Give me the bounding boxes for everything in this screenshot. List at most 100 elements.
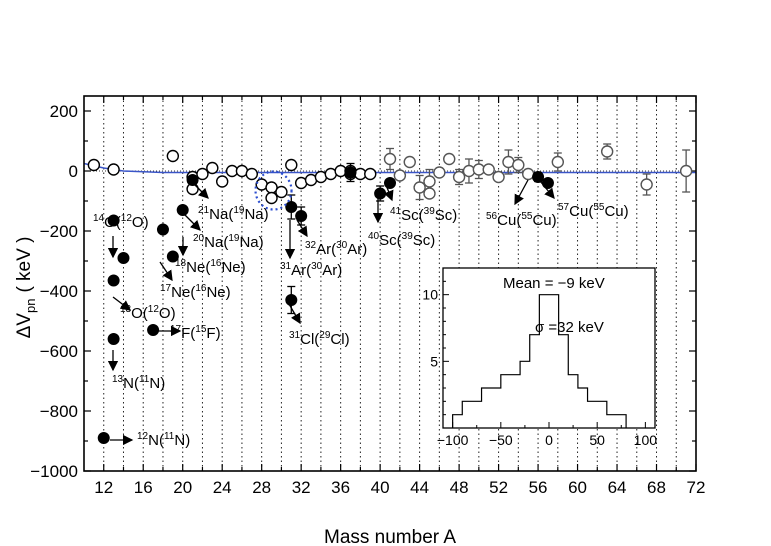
x-tick-label-72: 72: [687, 478, 706, 497]
data-point-filled: [285, 201, 298, 213]
data-point-filled: [97, 432, 110, 444]
data-point-filled: [166, 250, 179, 263]
histogram-bars: [452, 294, 627, 428]
data-point-open: [107, 163, 120, 176]
annotation-arrow: [514, 179, 529, 206]
annotation-label: 12N(11N): [137, 431, 190, 449]
data-point-filled: [176, 204, 189, 216]
y-tick-label--800: −800: [40, 402, 78, 421]
data-point-filled: [107, 214, 120, 227]
data-point-open-grey: [679, 164, 693, 178]
data-point-open-grey: [521, 167, 535, 181]
annotation-label: 56Cu(55Cu): [486, 211, 557, 229]
annotation-label: 32Ar(30Ar): [305, 240, 367, 258]
x-axis-title: Mass number A: [324, 527, 456, 546]
data-point-filled: [532, 171, 545, 183]
annotation-arrow: [288, 303, 301, 325]
data-point-open: [275, 185, 288, 199]
y-tick-label--600: −600: [40, 342, 78, 361]
data-point-filled: [344, 166, 357, 179]
annotation-arrow: [182, 212, 201, 231]
annotation-label: 17Ne(16Ne): [160, 283, 231, 301]
data-point-open-grey: [383, 152, 397, 166]
data-point-open-grey: [423, 187, 436, 200]
x-tick-label-28: 28: [252, 478, 271, 497]
data-point-open: [285, 158, 298, 172]
x-tick-label-52: 52: [489, 478, 508, 497]
y-tick-label--400: −400: [40, 282, 78, 301]
annotation-arrow: [296, 219, 308, 238]
data-point-open: [215, 175, 229, 188]
data-point-open-grey: [452, 170, 466, 184]
plot-frame: [83, 95, 697, 472]
data-point-filled: [285, 294, 298, 306]
x-tick-label-12: 12: [94, 478, 113, 497]
x-tick-label-20: 20: [173, 478, 192, 497]
data-point-open-grey: [492, 170, 505, 184]
data-point-open: [265, 191, 278, 205]
annotation-label: 31Cl(29Cl): [289, 330, 350, 348]
annotation-arrow: [539, 180, 555, 200]
data-point-filled: [107, 274, 120, 287]
data-point-filled: [384, 177, 396, 189]
annotation-arrow: [189, 179, 209, 199]
data-point-open-grey: [423, 175, 436, 188]
y-axis-title: ΔVpn( keV ): [14, 237, 38, 339]
y-tick-label--1000: −1000: [30, 462, 78, 481]
data-point-open-grey: [413, 181, 426, 194]
annotation-label: 13O(12O): [120, 304, 176, 322]
inset-y-tick-label: 10: [422, 287, 438, 303]
data-point-filled: [295, 210, 308, 222]
data-point-filled: [374, 187, 387, 200]
x-tick-label-44: 44: [410, 478, 429, 497]
x-tick-label-24: 24: [213, 478, 232, 497]
annotation-arrow: [383, 184, 394, 202]
inset-y-tick-label: 5: [430, 353, 438, 369]
inset-histogram: −100 −50 0 50 100 5 10 Mean = −9 keV σ =32 keV: [422, 267, 658, 448]
annotation-label: 17F(15F): [170, 324, 221, 342]
data-point-open-grey: [640, 178, 653, 191]
x-tick-label-32: 32: [292, 478, 311, 497]
data-point-open: [87, 158, 101, 172]
annotation-label: 20Na(19Na): [193, 233, 264, 251]
annotation-label: 41Sc(39Sc): [390, 206, 457, 224]
annotation-arrow: [159, 261, 173, 282]
inset-frame: [442, 267, 656, 429]
annotation-label: 18Ne(16Ne): [175, 258, 246, 276]
data-point-filled: [117, 252, 130, 264]
data-point-open-grey: [551, 155, 565, 169]
data-point-open: [364, 167, 377, 181]
y-tick-label--200: −200: [40, 222, 78, 241]
annotation-label: 13N(11N): [112, 374, 165, 392]
inset-sigma-label: σ =32 keV: [535, 319, 604, 336]
data-point-filled: [147, 324, 160, 336]
data-point-open: [206, 161, 219, 175]
data-point-open: [196, 167, 209, 181]
x-tick-label-48: 48: [450, 478, 469, 497]
x-tick-label-60: 60: [568, 478, 587, 497]
annotation-arrow: [112, 296, 132, 311]
annotations: 14O(12O) 13O(12O) 17F(15F) 13N(11N) 12N(11N)…: [93, 179, 629, 449]
data-point-open-grey: [433, 166, 446, 179]
data-point-filled: [107, 333, 120, 345]
data-point-filled: [156, 223, 169, 236]
data-point-open: [166, 149, 180, 163]
data-point-open-grey: [403, 155, 416, 169]
inset-x-tick-label: 0: [545, 432, 553, 448]
x-tick-label-36: 36: [331, 478, 350, 497]
annotation-label: 14O(12O): [93, 213, 149, 231]
annotation-label: 57Cu(55Cu): [558, 202, 629, 220]
x-tick-label-16: 16: [134, 478, 153, 497]
y-tick-label-0: 0: [69, 162, 78, 181]
data-point-open-grey: [393, 169, 407, 182]
inset-x-tick-label: 100: [634, 432, 658, 448]
x-tick-label-56: 56: [529, 478, 548, 497]
x-tick-label-40: 40: [371, 478, 390, 497]
inset-x-tick-label: −100: [437, 432, 469, 448]
annotation-label: 40Sc(39Sc): [368, 231, 435, 249]
data-point-open-grey: [482, 163, 495, 176]
data-point-filled: [186, 174, 199, 186]
data-point-open-grey: [462, 164, 476, 178]
data-point-open-grey: [600, 145, 614, 158]
